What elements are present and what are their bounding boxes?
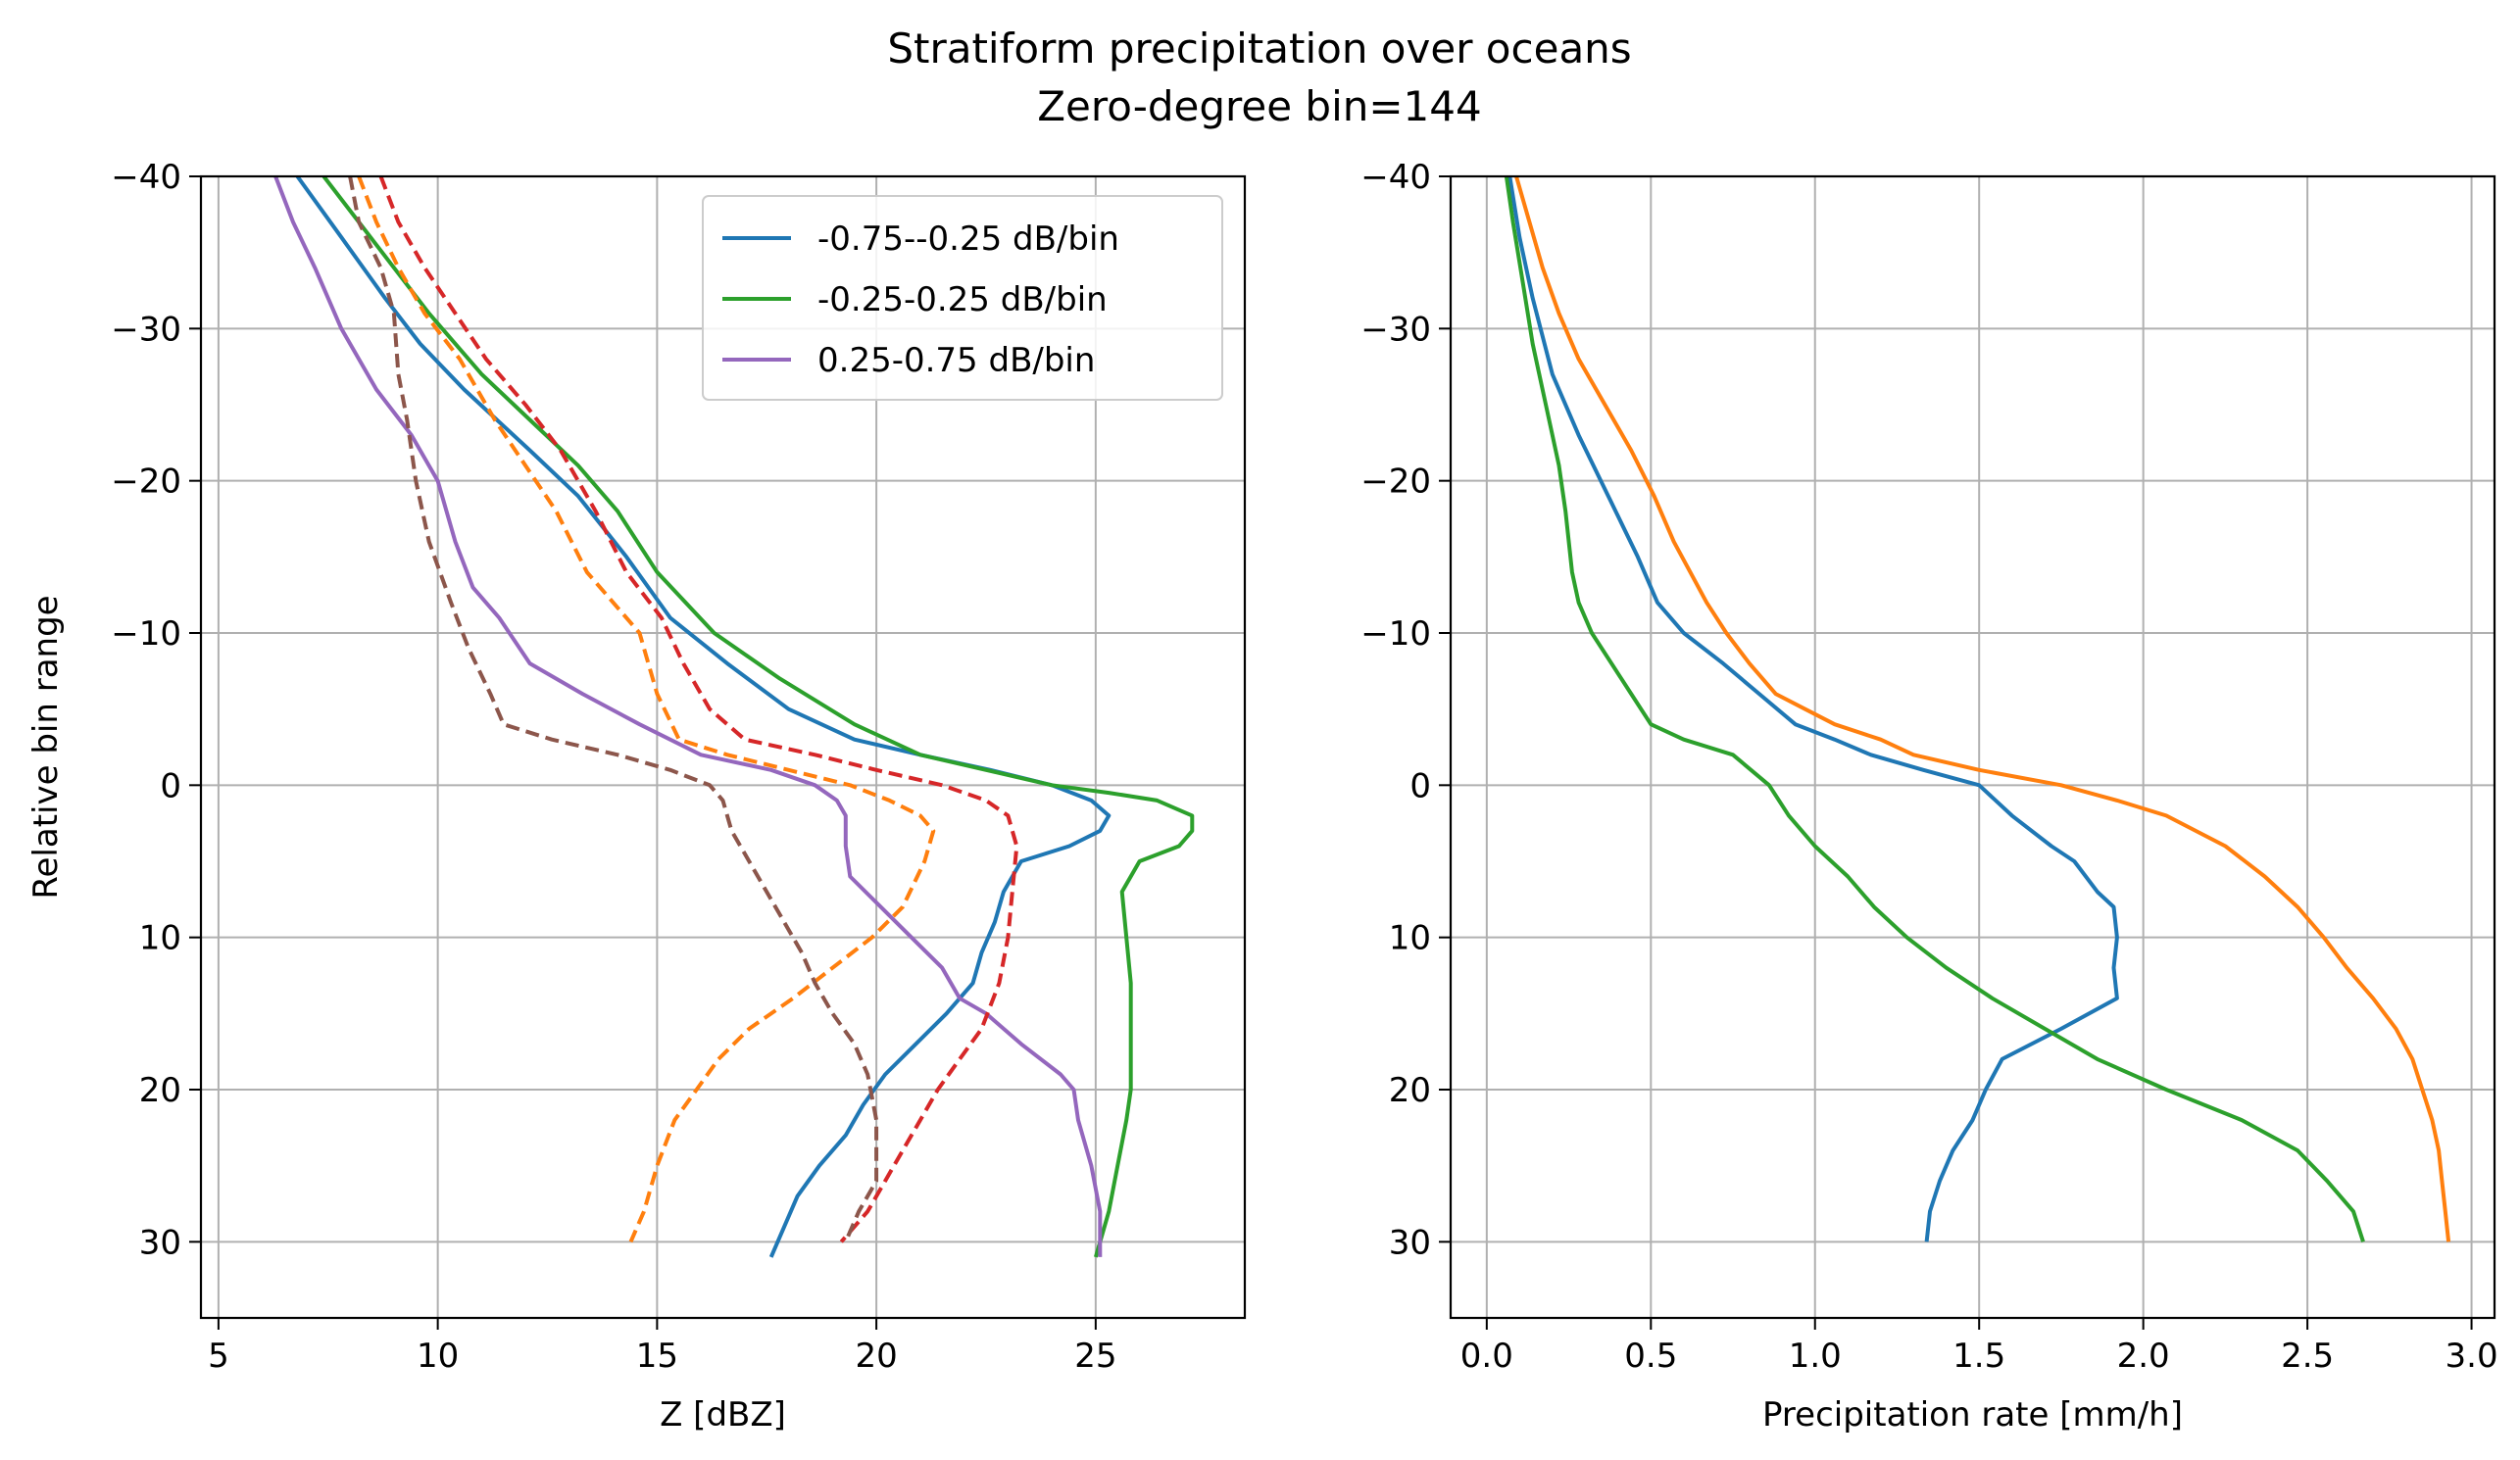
right-xtick-label: 1.5 bbox=[1952, 1337, 2005, 1376]
left-xtick-label: 15 bbox=[636, 1337, 678, 1376]
left-panel-z-profile: 5 10 15 20 25 −40 −30 −20 −10 0 10 20 30 Z [dBZ] Relat… bbox=[26, 158, 1247, 1435]
right-xtick-label: 2.0 bbox=[2117, 1337, 2170, 1376]
figure-title-line-2: Zero-degree bin=144 bbox=[1037, 82, 1481, 130]
right-ytick-label: 20 bbox=[1389, 1071, 1431, 1110]
right-series-green-solid-line bbox=[1504, 176, 2365, 1242]
right-ytick-label: −20 bbox=[1360, 462, 1431, 502]
left-ytick-label: 10 bbox=[139, 919, 181, 958]
right-xtick-label: 0.0 bbox=[1460, 1337, 1513, 1376]
right-ytick-label: 0 bbox=[1409, 766, 1431, 805]
left-ytick-label: 30 bbox=[139, 1223, 181, 1262]
right-ytick-label: −10 bbox=[1360, 614, 1431, 654]
right-panel-precipitation-profile: 0.0 0.5 1.0 1.5 2.0 2.5 3.0 −40 −30 −20 −10 0 10 20 30… bbox=[1360, 158, 2497, 1435]
left-legend-label-blue: -0.75--0.25 dB/bin bbox=[817, 219, 1119, 259]
left-series-orange-dashed-line bbox=[357, 176, 936, 1243]
left-xtick-label: 25 bbox=[1074, 1337, 1116, 1376]
left-ytick-label: 20 bbox=[139, 1071, 181, 1110]
right-grid bbox=[1451, 175, 2495, 1318]
left-x-axis-label: Z [dBZ] bbox=[660, 1395, 786, 1435]
left-ytick-label: 0 bbox=[160, 766, 181, 805]
left-y-axis-label: Relative bin range bbox=[26, 595, 66, 899]
left-ytick-label: −10 bbox=[111, 614, 181, 654]
right-series-blue-solid-line bbox=[1507, 176, 2119, 1242]
right-series-group bbox=[1504, 176, 2451, 1242]
left-legend-label-purple: 0.25-0.75 dB/bin bbox=[817, 341, 1095, 380]
left-xtick-label: 5 bbox=[208, 1337, 229, 1376]
right-ytick-label: −30 bbox=[1360, 310, 1431, 349]
left-legend-box bbox=[702, 195, 1223, 401]
right-xtick-label: 1.0 bbox=[1789, 1337, 1842, 1376]
left-ytick-label: −40 bbox=[111, 158, 181, 197]
left-xtick-label: 20 bbox=[855, 1337, 897, 1376]
right-series-orange-solid-line bbox=[1514, 176, 2451, 1242]
left-ytick-label: −20 bbox=[111, 462, 181, 502]
right-ytick-label: 10 bbox=[1389, 919, 1431, 958]
left-axes-frame bbox=[199, 174, 1247, 1320]
left-series-group bbox=[273, 176, 1195, 1258]
left-series-brown-dashed-line bbox=[348, 176, 879, 1243]
left-series-green-solid-line bbox=[321, 176, 1195, 1258]
figure-title-line-1: Stratiform precipitation over oceans bbox=[887, 24, 1631, 73]
left-xtick-label: 10 bbox=[417, 1337, 459, 1376]
left-series-red-dashed-line bbox=[378, 176, 1019, 1243]
left-series-blue-solid-line bbox=[295, 176, 1112, 1258]
right-xtick-label: 0.5 bbox=[1624, 1337, 1677, 1376]
right-xtick-label: 3.0 bbox=[2446, 1337, 2498, 1376]
right-xtick-label: 2.5 bbox=[2281, 1337, 2334, 1376]
left-ytick-label: −30 bbox=[111, 310, 181, 349]
left-legend-label-green: -0.25-0.25 dB/bin bbox=[817, 280, 1108, 319]
right-x-axis-label: Precipitation rate [mm/h] bbox=[1762, 1395, 2183, 1435]
right-ytick-label: 30 bbox=[1389, 1223, 1431, 1262]
left-series-purple-solid-line bbox=[273, 176, 1103, 1257]
left-grid bbox=[201, 175, 1245, 1318]
right-axes-frame bbox=[1449, 174, 2496, 1320]
right-ytick-label: −40 bbox=[1360, 158, 1431, 197]
left-legend: -0.75--0.25 dB/bin -0.25-0.25 dB/bin 0.25-… bbox=[702, 195, 1223, 401]
